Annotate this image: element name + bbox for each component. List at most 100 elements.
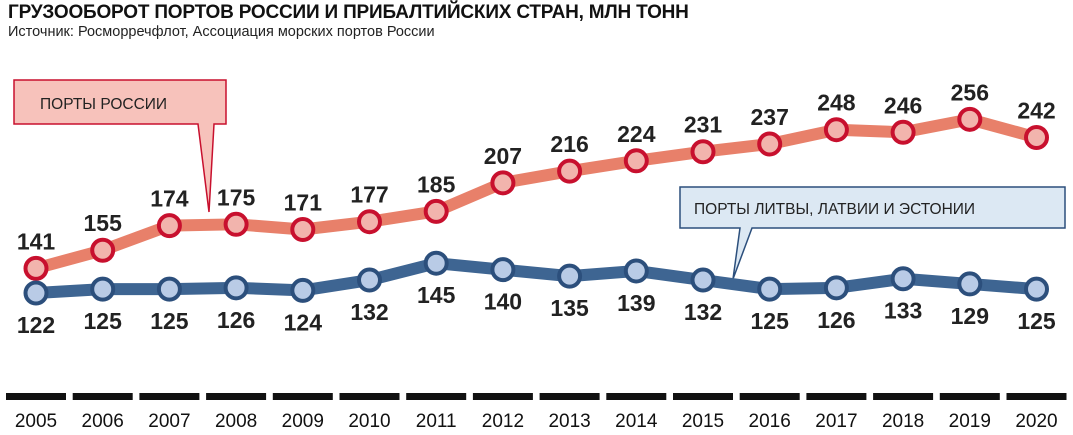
value-labels: 141 155 174 175 171 177 185 207 216 224 231 237 248 2… <box>17 79 1056 338</box>
x-tick-label-2007: 2007 <box>148 411 190 432</box>
value-label-baltic-2009: 124 <box>284 309 323 335</box>
value-label-russia-2007: 174 <box>150 186 189 212</box>
point-russia-2018 <box>890 119 916 145</box>
axis-tick-bar-2007 <box>139 393 200 400</box>
value-label-baltic-2010: 132 <box>350 299 388 325</box>
axis-tick-bar-2013 <box>539 393 600 400</box>
legend-callout-baltic-box <box>679 186 1066 280</box>
legend-label-russia: ПОРТЫ РОССИИ <box>40 96 167 113</box>
point-baltic-2016 <box>757 276 783 302</box>
value-label-russia-2015: 231 <box>684 112 723 138</box>
point-russia-2008 <box>223 211 249 237</box>
point-baltic-2006 <box>90 276 116 302</box>
axis-tick-bar-2009 <box>272 393 333 400</box>
point-baltic-2013 <box>557 263 583 289</box>
point-baltic-2015 <box>690 267 716 293</box>
x-tick-label-2013: 2013 <box>548 411 590 432</box>
x-tick-label-2009: 2009 <box>282 411 324 432</box>
value-label-russia-2020: 242 <box>1017 97 1055 123</box>
value-label-baltic-2011: 145 <box>417 282 456 308</box>
value-label-baltic-2008: 126 <box>217 307 255 333</box>
value-label-russia-2012: 207 <box>484 143 522 169</box>
point-russia-2006 <box>90 237 116 263</box>
axis-tick-bar-2008 <box>206 393 267 400</box>
x-tick-label-2012: 2012 <box>482 411 524 432</box>
series-lines <box>30 113 1043 299</box>
point-russia-2005 <box>23 255 49 281</box>
value-label-baltic-2007: 125 <box>150 308 189 334</box>
point-russia-2015 <box>690 139 716 165</box>
value-label-russia-2014: 224 <box>617 121 656 147</box>
value-label-russia-2013: 216 <box>550 131 588 157</box>
legend-callout-russia-box <box>13 79 227 213</box>
point-baltic-2009 <box>290 277 316 303</box>
legend-label-baltic: ПОРТЫ ЛИТВЫ, ЛАТВИИ И ЭСТОНИИ <box>694 201 975 218</box>
point-baltic-2011 <box>423 250 449 276</box>
point-baltic-2018 <box>890 266 916 292</box>
value-label-baltic-2012: 140 <box>484 289 522 315</box>
value-label-russia-2008: 175 <box>217 184 256 210</box>
point-baltic-2007 <box>156 276 182 302</box>
value-label-baltic-2017: 126 <box>817 307 855 333</box>
point-baltic-2014 <box>623 258 649 284</box>
point-baltic-2005 <box>23 280 49 306</box>
chart-title: ГРУЗООБОРОТ ПОРТОВ РОССИИ И ПРИБАЛТИЙСКИ… <box>8 2 689 23</box>
axis-tick-bar-2018 <box>873 393 934 400</box>
axis-tick-bar-2005 <box>6 393 66 400</box>
series-line-russia <box>30 113 1043 275</box>
point-baltic-2012 <box>490 257 516 283</box>
point-russia-2017 <box>823 117 849 143</box>
point-russia-2009 <box>290 216 316 242</box>
x-tick-label-2011: 2011 <box>416 411 457 432</box>
x-tick-label-2005: 2005 <box>15 411 57 432</box>
value-label-baltic-2005: 122 <box>17 312 55 338</box>
value-label-baltic-2016: 125 <box>751 308 790 334</box>
point-russia-2014 <box>623 148 649 174</box>
axis-tick-bar-2012 <box>472 393 533 400</box>
point-baltic-2020 <box>1024 276 1049 302</box>
point-russia-2013 <box>557 158 583 184</box>
x-tick-label-2014: 2014 <box>615 411 658 432</box>
axis-tick-bar-2019 <box>939 393 1000 400</box>
axis-tick-bar-2015 <box>673 393 733 400</box>
point-russia-2007 <box>156 213 182 239</box>
value-label-baltic-2015: 132 <box>684 299 722 325</box>
value-label-russia-2017: 248 <box>817 90 856 116</box>
point-baltic-2019 <box>957 271 983 297</box>
point-baltic-2008 <box>223 275 249 301</box>
x-tick-label-2017: 2017 <box>815 411 857 432</box>
point-russia-2016 <box>757 131 783 157</box>
value-label-russia-2006: 155 <box>84 210 123 236</box>
legend-callout-baltic: ПОРТЫ ЛИТВЫ, ЛАТВИИ И ЭСТОНИИ <box>679 186 1066 280</box>
value-label-russia-2016: 237 <box>751 104 789 130</box>
axis-tick-bar-2016 <box>739 393 800 400</box>
chart-subtitle: Источник: Росморречфлот, Ассоциация морс… <box>8 24 435 40</box>
x-tick-label-2010: 2010 <box>348 411 390 432</box>
point-russia-2020 <box>1024 124 1049 150</box>
point-russia-2019 <box>957 106 983 132</box>
value-label-russia-2009: 171 <box>284 189 323 215</box>
x-axis: 2005 2006 2007 2008 2009 2010 2011 2012 2013 2014… <box>6 393 1067 432</box>
value-label-russia-2018: 246 <box>884 92 922 118</box>
value-label-baltic-2018: 133 <box>884 298 922 324</box>
axis-tick-bar-2017 <box>806 393 867 400</box>
series-line-baltic <box>30 257 1043 299</box>
axis-tick-bar-2010 <box>339 393 400 400</box>
point-baltic-2010 <box>357 267 382 293</box>
x-tick-label-2019: 2019 <box>949 411 991 432</box>
point-baltic-2017 <box>823 275 849 301</box>
axis-tick-bar-2014 <box>606 393 667 400</box>
series-markers <box>23 106 1049 306</box>
value-label-baltic-2013: 135 <box>550 295 589 321</box>
x-tick-label-2018: 2018 <box>882 411 924 432</box>
axis-tick-bar-2020 <box>1006 393 1067 400</box>
x-tick-label-2015: 2015 <box>682 411 724 432</box>
value-label-baltic-2014: 139 <box>617 290 655 316</box>
value-label-baltic-2006: 125 <box>84 308 123 334</box>
value-label-baltic-2019: 129 <box>951 303 989 329</box>
value-label-baltic-2020: 125 <box>1017 308 1056 334</box>
point-russia-2011 <box>423 198 449 224</box>
x-tick-label-2016: 2016 <box>749 411 791 432</box>
x-tick-label-2020: 2020 <box>1015 411 1057 432</box>
